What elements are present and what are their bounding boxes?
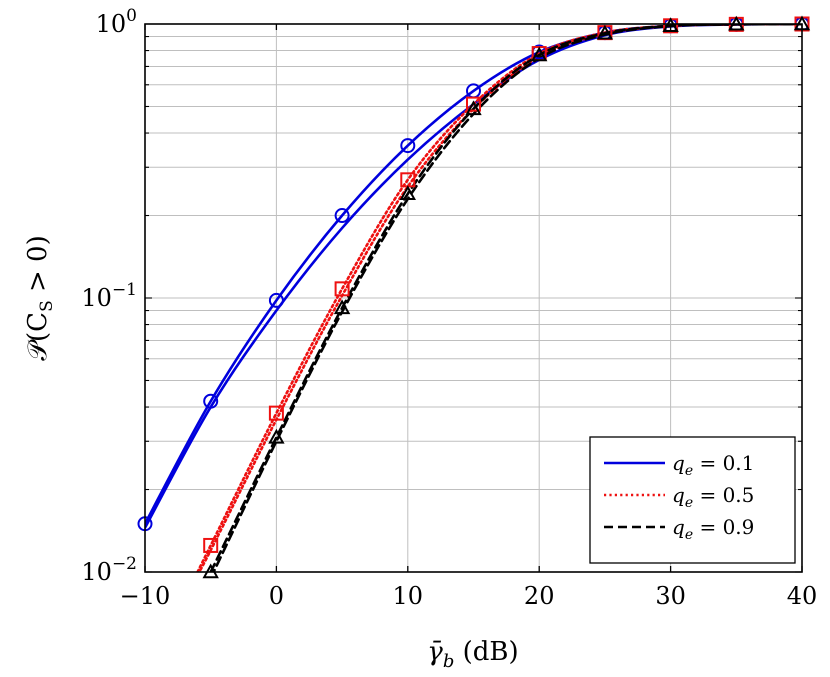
legend: qe = 0.1 qe = 0.5 qe = 0.9 xyxy=(589,436,796,564)
legend-entry-1: qe = 0.1 xyxy=(604,451,754,479)
legend-entry-2: qe = 0.5 xyxy=(604,483,754,511)
marker-square-2 xyxy=(268,405,284,421)
legend-label-3: qe = 0.9 xyxy=(672,515,754,543)
x-tick-label: 40 xyxy=(787,582,818,610)
marker-triangle-1 xyxy=(268,428,285,444)
x-tick-label: 10 xyxy=(393,582,424,610)
y-axis-label: 𝒫(CS > 0) xyxy=(23,235,57,360)
marker-circle-4 xyxy=(400,138,416,154)
axis-ticks: −10 0 10 20 30 40 10−2 10−1 100 xyxy=(81,6,817,610)
x-axis-label: γ̄b (dB) xyxy=(427,637,518,672)
legend-entry-3: qe = 0.9 xyxy=(604,515,754,543)
x-tick-label: 30 xyxy=(655,582,686,610)
series-curves xyxy=(145,24,802,572)
x-tick-label: −10 xyxy=(120,582,171,610)
marker-circle-1 xyxy=(203,393,219,409)
marker-square-5 xyxy=(466,96,481,112)
y-tick-label: 10−2 xyxy=(81,554,137,586)
y-tick-label: 100 xyxy=(96,6,137,38)
marker-triangle-6 xyxy=(596,24,614,40)
marker-circle-3 xyxy=(334,208,350,224)
x-tick-label: 0 xyxy=(269,582,284,610)
marker-triangle-3 xyxy=(399,185,416,201)
x-tick-label: 20 xyxy=(524,582,555,610)
marker-triangle-4 xyxy=(465,100,482,116)
marker-circle-2 xyxy=(268,292,284,308)
legend-label-2: qe = 0.5 xyxy=(672,483,754,511)
marker-square-3 xyxy=(334,281,350,297)
marker-triangle-2 xyxy=(333,299,351,315)
marker-triangle-7 xyxy=(662,17,679,32)
legend-box xyxy=(589,436,796,564)
y-tick-label: 10−1 xyxy=(81,280,137,312)
legend-label-1: qe = 0.1 xyxy=(672,451,754,479)
marker-triangle-5 xyxy=(531,46,548,62)
marker-square-1 xyxy=(203,537,219,553)
